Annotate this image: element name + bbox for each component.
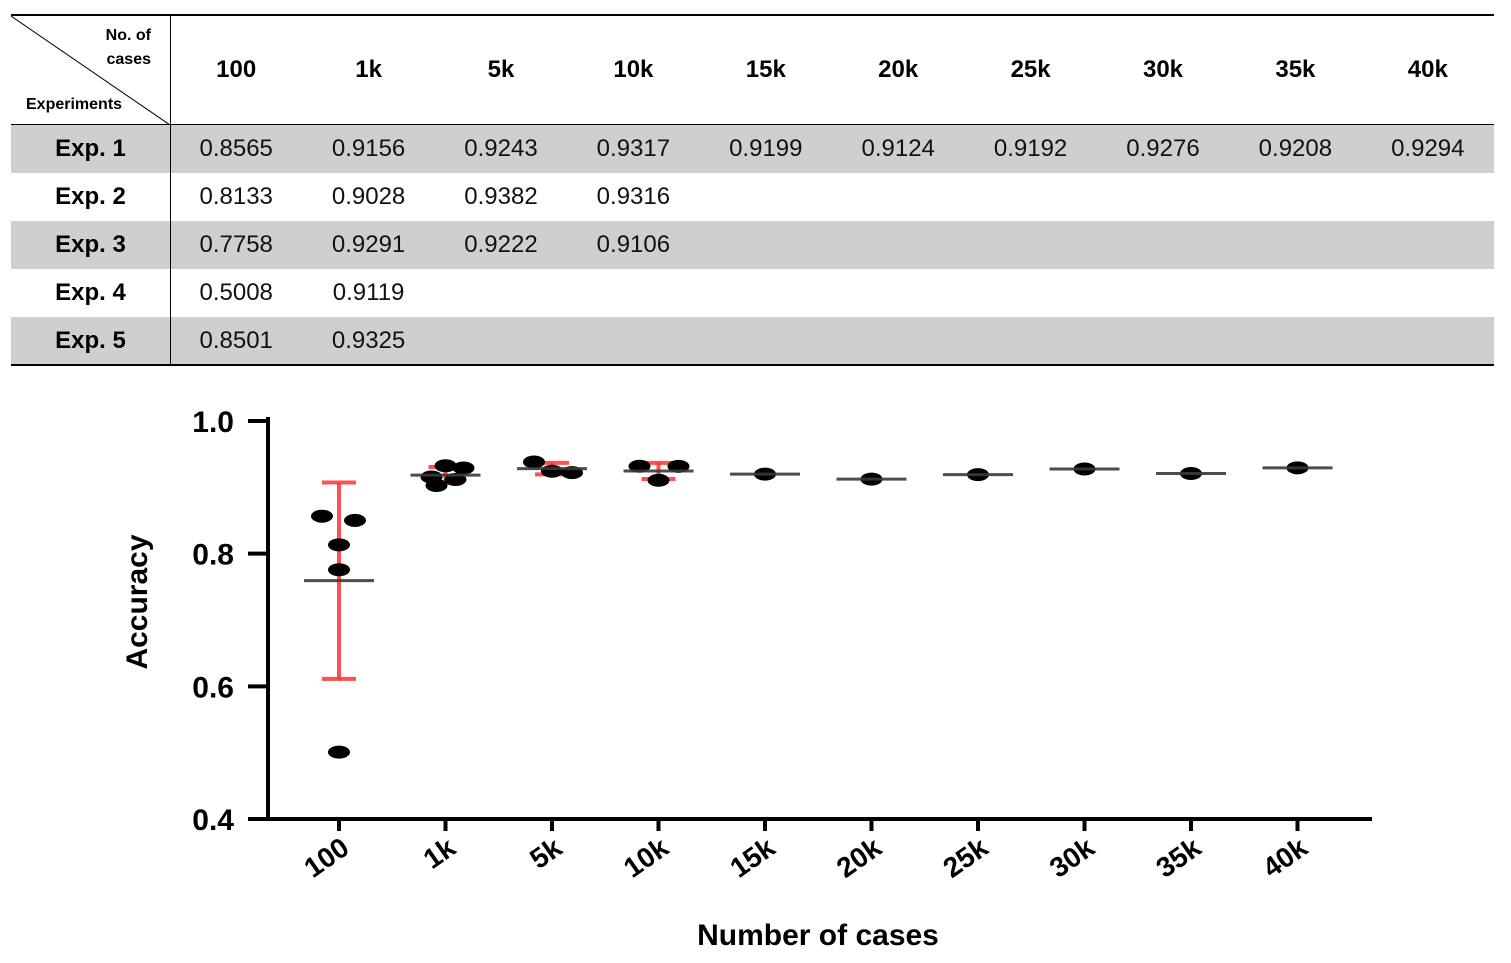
data-point xyxy=(328,538,350,552)
table-cell: 0.9119 xyxy=(332,279,405,306)
column-header-5k: 5k xyxy=(487,56,515,83)
table-top-rule xyxy=(11,14,1494,16)
table-bottom-rule xyxy=(11,364,1494,366)
table-cell: 0.9316 xyxy=(596,183,671,210)
x-tick-label: 5k xyxy=(524,831,568,875)
x-tick-label: 20k xyxy=(831,831,887,883)
y-tick-label: 1.0 xyxy=(192,406,234,439)
y-tick-label: 0.6 xyxy=(192,671,234,704)
table-cell: 0.8133 xyxy=(199,183,273,210)
x-tick-label: 40k xyxy=(1257,831,1313,883)
table-cell: 0.8565 xyxy=(199,135,273,162)
table-cell: 0.5008 xyxy=(199,279,273,306)
column-header-20k: 20k xyxy=(878,56,919,83)
column-header-30k: 30k xyxy=(1142,56,1184,83)
data-point xyxy=(328,563,350,577)
table-cell: 0.9106 xyxy=(596,231,671,258)
table-cell: 0.9028 xyxy=(331,183,406,210)
table-row: Exp. 4 0.5008 0.9119 xyxy=(11,269,1494,317)
table-cell: 0.9156 xyxy=(331,135,406,162)
y-tick-label: 0.4 xyxy=(192,804,234,837)
row-label: Exp. 2 xyxy=(55,183,126,210)
table-cell: 0.9294 xyxy=(1391,135,1465,162)
table-cell: 0.9192 xyxy=(993,135,1068,162)
table-cell: 0.9208 xyxy=(1258,135,1333,162)
x-tick-label: 35k xyxy=(1150,831,1206,883)
x-tick-label: 10k xyxy=(618,831,674,883)
x-tick-label: 30k xyxy=(1044,831,1100,883)
table-cell: 0.9291 xyxy=(331,231,406,258)
data-point xyxy=(425,478,448,492)
data-point xyxy=(311,509,333,523)
table-corner-header: No. of cases Experiments xyxy=(11,14,170,125)
data-point xyxy=(523,455,545,469)
x-tick-label: 15k xyxy=(724,831,780,883)
column-header-10k: 10k xyxy=(613,56,654,83)
column-header-40k: 40k xyxy=(1407,56,1448,83)
table-cell: 0.9382 xyxy=(464,183,538,210)
table-cell: 0.7758 xyxy=(199,231,273,258)
row-label: Exp. 3 xyxy=(55,231,126,258)
y-tick-label: 0.8 xyxy=(192,539,234,572)
column-divider xyxy=(170,14,171,365)
x-tick-label: 100 xyxy=(298,832,354,884)
row-label: Exp. 5 xyxy=(55,327,126,354)
table-cell: 0.9124 xyxy=(861,135,935,162)
column-header-15k: 15k xyxy=(745,56,786,83)
data-point xyxy=(434,459,457,473)
table-cell: 0.8501 xyxy=(199,327,273,354)
table-row: Exp. 2 0.8133 0.9028 0.9382 0.9316 xyxy=(11,173,1494,221)
x-tick-label: 1k xyxy=(418,831,462,875)
x-axis-title: Number of cases xyxy=(697,919,939,952)
column-header-35k: 35k xyxy=(1275,56,1316,83)
table-cell: 0.9317 xyxy=(596,135,671,162)
table-cell: 0.9222 xyxy=(464,231,538,258)
table-row: Exp. 5 0.8501 0.9325 xyxy=(11,317,1494,365)
data-point xyxy=(452,461,475,475)
table-cell: 0.9199 xyxy=(729,135,803,162)
data-point xyxy=(328,745,350,759)
row-label: Exp. 4 xyxy=(55,279,126,306)
column-header-1k: 1k xyxy=(355,56,382,83)
table-row: Exp. 3 0.7758 0.9291 0.9222 0.9106 xyxy=(11,221,1494,269)
corner-label-experiments: Experiments xyxy=(26,96,123,113)
corner-label-cases: No. of cases xyxy=(105,27,151,68)
data-point xyxy=(344,513,366,527)
table-cell: 0.9276 xyxy=(1126,135,1200,162)
data-point xyxy=(647,473,670,487)
x-tick-label: 25k xyxy=(937,831,993,883)
table-cell: 0.9243 xyxy=(464,135,538,162)
column-header-25k: 25k xyxy=(1010,56,1051,83)
row-label: Exp. 1 xyxy=(55,135,126,162)
table-row: Exp. 1 0.8565 0.9156 0.9243 0.9317 0.9199 0.91… xyxy=(11,125,1494,173)
corner-diagonal xyxy=(11,15,170,125)
column-header-100: 100 xyxy=(216,56,257,83)
data-point xyxy=(541,464,563,478)
y-axis-title: Accuracy xyxy=(121,534,154,669)
table-cell: 0.9325 xyxy=(331,327,406,354)
